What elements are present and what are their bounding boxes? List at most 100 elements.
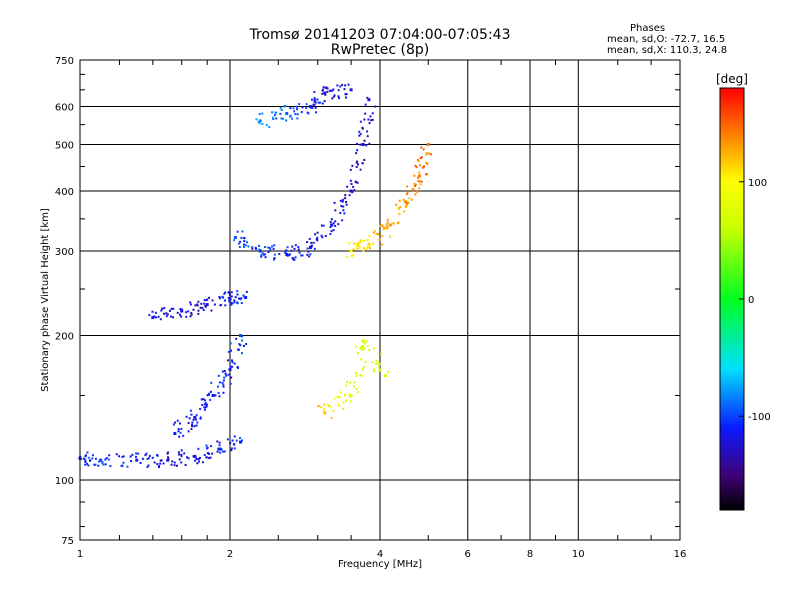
scatter-dot (415, 166, 418, 169)
scatter-dot (323, 409, 326, 412)
scatter-dot (236, 365, 239, 368)
scatter-dot (211, 299, 214, 302)
scatter-dot (161, 307, 164, 310)
scatter-dot (315, 238, 318, 241)
scatter-dot (329, 89, 332, 92)
scatter-dot (406, 185, 409, 188)
scatter-dot (203, 299, 206, 302)
scatter-dot (368, 244, 371, 247)
scatter-dot (268, 246, 271, 249)
scatter-dot (151, 310, 154, 313)
scatter-dot (160, 309, 163, 312)
scatter-dot (379, 368, 382, 371)
scatter-dot (308, 237, 311, 240)
scatter-dot (218, 444, 221, 447)
scatter-dot (366, 238, 369, 241)
scatter-dot (425, 153, 428, 156)
scatter-dot (381, 224, 384, 227)
scatter-dot (337, 223, 340, 226)
scatter-dot (387, 370, 390, 373)
scatter-dot (279, 107, 282, 110)
scatter-dot (362, 347, 365, 350)
scatter-dot (368, 247, 371, 250)
scatter-dot (355, 374, 358, 377)
scatter-dot (333, 201, 336, 204)
scatter-dot (356, 244, 359, 247)
scatter-dot (80, 458, 83, 461)
scatter-dot (218, 381, 221, 384)
scatter-dot (243, 240, 246, 243)
scatter-dot (321, 92, 324, 95)
scatter-dot (313, 98, 316, 101)
scatter-dot (320, 406, 323, 409)
scatter-dot (167, 456, 170, 459)
scatter-dot (105, 457, 108, 460)
scatter-dot (229, 441, 232, 444)
scatter-dot (372, 370, 375, 373)
scatter-dot (338, 97, 341, 100)
scatter-dot (241, 439, 244, 442)
scatter-dot (382, 228, 385, 231)
scatter-dot (189, 303, 192, 306)
scatter-dot (121, 456, 124, 459)
scatter-dot (290, 249, 293, 252)
scatter-dot (206, 298, 209, 301)
scatter-dot (422, 148, 425, 151)
scatter-dot (329, 226, 332, 229)
scatter-dot (211, 452, 214, 455)
scatter-dot (360, 348, 363, 351)
scatter-dot (360, 358, 363, 361)
scatter-dot (349, 168, 352, 171)
scatter-dot (274, 114, 277, 117)
scatter-dot (200, 302, 203, 305)
scatter-dot (260, 253, 263, 256)
scatter-dot (418, 180, 421, 183)
scatter-dot (357, 242, 360, 245)
scatter-dot (84, 454, 87, 457)
scatter-dot (378, 362, 381, 365)
scatter-dot (294, 244, 297, 247)
scatter-dot (239, 437, 242, 440)
scatter-dot (91, 454, 94, 457)
scatter-dot (300, 254, 303, 257)
scatter-dot (218, 295, 221, 298)
scatter-dot (420, 156, 423, 159)
scatter-dot (326, 87, 329, 90)
scatter-dot (228, 300, 231, 303)
scatter-dot (362, 249, 365, 252)
scatter-dot (346, 380, 349, 383)
scatter-dot (398, 212, 401, 215)
scatter-dot (264, 253, 267, 256)
scatter-dot (398, 199, 401, 202)
scatter-dot (203, 302, 206, 305)
scatter-dot (165, 315, 168, 318)
scatter-dot (238, 242, 241, 245)
scatter-dot (239, 344, 242, 347)
scatter-dot (187, 310, 190, 313)
scatter-dot (286, 246, 289, 249)
scatter-dot (126, 465, 129, 468)
scatter-dot (207, 296, 210, 299)
data-point (349, 249, 353, 253)
scatter-dot (165, 312, 168, 315)
scatter-dot (233, 435, 236, 438)
scatter-dot (192, 455, 195, 458)
scatter-dot (282, 117, 285, 120)
scatter-dot (279, 112, 282, 115)
scatter-dot (280, 117, 283, 120)
scatter-dot (233, 299, 236, 302)
scatter-dot (267, 251, 270, 254)
scatter-dot (97, 464, 100, 467)
scatter-dot (243, 243, 246, 246)
scatter-dot (353, 189, 356, 192)
scatter-dot (301, 106, 304, 109)
scatter-dot (332, 229, 335, 232)
data-point (151, 316, 155, 320)
scatter-dot (355, 246, 358, 249)
x-tick-label: 16 (674, 549, 687, 560)
colorbar-tick-label: 0 (748, 295, 754, 306)
scatter-dot (349, 400, 352, 403)
scatter-dot (230, 449, 233, 452)
scatter-dot (366, 130, 369, 133)
scatter-dot (195, 414, 198, 417)
